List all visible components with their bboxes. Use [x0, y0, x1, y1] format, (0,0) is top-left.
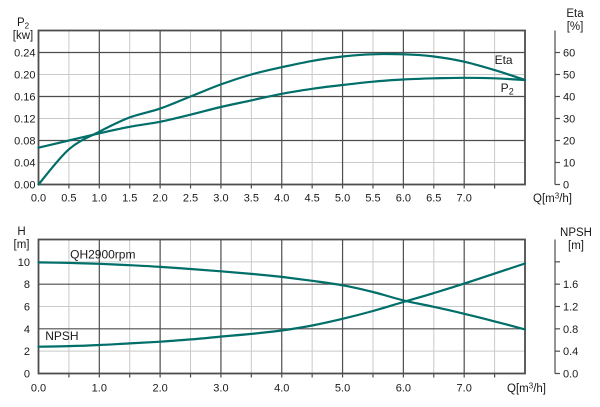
- x-axis-tick-label: 2.0: [152, 193, 167, 205]
- x-axis-tick-label: 3.0: [213, 383, 228, 395]
- left-axis-title: P2: [17, 17, 30, 31]
- x-axis-tick-label: 0.5: [61, 193, 76, 205]
- x-axis-tick-label: 0.0: [31, 193, 46, 205]
- curve-eta: [37, 52, 527, 186]
- left-axis-tick-label: 0: [24, 369, 30, 381]
- left-axis-tick-label: 0.20: [14, 70, 35, 82]
- left-axis-tick-label: 0.24: [14, 48, 35, 60]
- curve-label-eta: Eta: [495, 53, 513, 67]
- x-axis-tick-label: 3.5: [244, 193, 259, 205]
- x-axis-tick-label: 0.0: [31, 383, 46, 395]
- x-axis-tick-label: 6.0: [396, 383, 411, 395]
- left-axis-tick-label: 4: [24, 324, 30, 336]
- left-axis-unit: [kw]: [13, 30, 33, 42]
- curve-qh2900rpm: [37, 261, 527, 331]
- x-axis-tick-label: 4.0: [274, 193, 289, 205]
- right-axis-unit: [%]: [567, 21, 584, 33]
- x-axis-tick-label: 4.0: [274, 383, 289, 395]
- right-axis-title: Eta: [566, 8, 584, 20]
- x-axis-title: Q[m3/h]: [533, 192, 572, 206]
- x-axis-tick-label: 4.5: [305, 193, 320, 205]
- left-axis-tick-label: 2: [24, 346, 30, 358]
- right-axis-tick-label: 60: [563, 48, 575, 60]
- x-axis-tick-label: 1.5: [122, 193, 137, 205]
- x-axis-title: Q[m3/h]: [507, 382, 546, 396]
- x-axis-tick-label: 1.0: [92, 383, 107, 395]
- x-axis-tick-label: 7.0: [457, 193, 472, 205]
- left-axis-tick-label: 0.04: [14, 158, 35, 170]
- curve-npsh: [37, 262, 527, 348]
- right-axis-tick-label: 0.0: [563, 369, 578, 381]
- right-axis-tick-label: 0: [563, 180, 569, 192]
- right-axis-tick-label: 0.4: [563, 346, 578, 358]
- right-axis-tick-label: 30: [563, 114, 575, 126]
- x-axis-tick-label: 5.5: [365, 193, 380, 205]
- curve-label-npsh: NPSH: [45, 329, 78, 343]
- right-axis-tick-label: 1.2: [563, 302, 578, 314]
- right-axis-unit: [m]: [568, 240, 584, 252]
- left-axis-tick-label: 6: [24, 302, 30, 314]
- x-axis-tick-label: 6.0: [396, 193, 411, 205]
- right-axis-tick-label: 50: [563, 70, 575, 82]
- left-axis-unit: [m]: [14, 239, 30, 251]
- right-axis-title: NPSH: [560, 227, 592, 239]
- left-axis-tick-label: 0.00: [14, 180, 35, 192]
- right-axis-tick-label: 0.8: [563, 324, 578, 336]
- right-axis-tick-label: 40: [563, 92, 575, 104]
- right-axis-tick-label: 20: [563, 136, 575, 148]
- curve-label-p2: P2: [501, 81, 514, 97]
- x-axis-tick-label: 2.5: [183, 193, 198, 205]
- left-axis-tick-label: 10: [18, 257, 30, 269]
- x-axis-tick-label: 3.0: [213, 193, 228, 205]
- x-axis-tick-label: 5.0: [335, 193, 350, 205]
- x-axis-tick-label: 2.0: [152, 383, 167, 395]
- left-axis-tick-label: 0.12: [14, 114, 35, 126]
- x-axis-tick-label: 6.5: [426, 193, 441, 205]
- x-axis-tick-label: 5.0: [335, 383, 350, 395]
- left-axis-tick-label: 8: [24, 279, 30, 291]
- right-axis-tick-label: 1.6: [563, 279, 578, 291]
- x-axis-tick-label: 1.0: [92, 193, 107, 205]
- x-axis-tick-label: 7.0: [457, 383, 472, 395]
- left-axis-title: H: [17, 226, 25, 238]
- left-axis-tick-label: 0.08: [14, 136, 35, 148]
- curve-p2: [37, 76, 527, 149]
- curve-label-qh2900rpm: QH2900rpm: [70, 247, 135, 261]
- right-axis-tick-label: 10: [563, 158, 575, 170]
- left-axis-tick-label: 0.16: [14, 92, 35, 104]
